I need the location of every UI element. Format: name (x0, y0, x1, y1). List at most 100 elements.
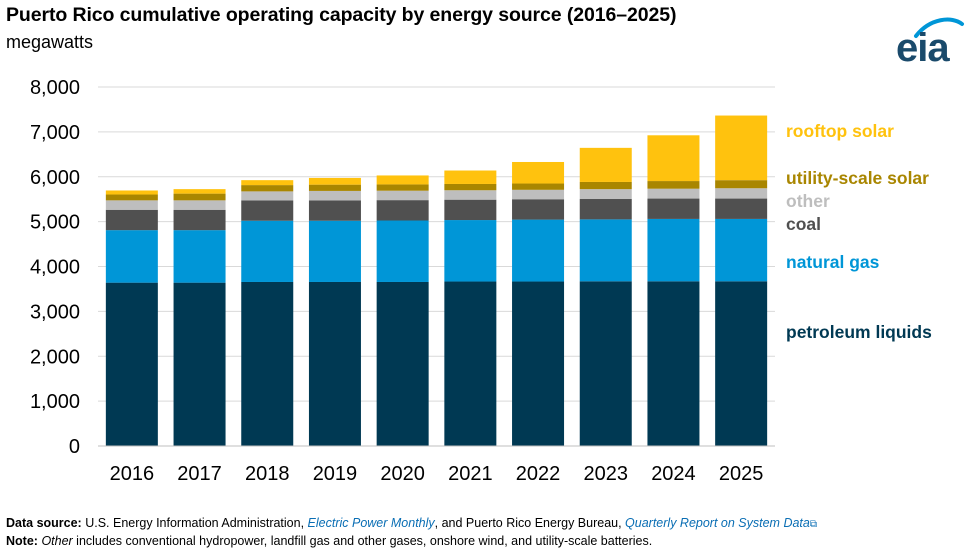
chart-title: Puerto Rico cumulative operating capacit… (6, 4, 677, 26)
logo-swoosh-icon (914, 17, 964, 38)
bar-segment-petroleum-liquids (173, 282, 226, 446)
eia-logo: eia (896, 14, 970, 70)
y-tick-label: 3,000 (30, 301, 80, 323)
x-tick-label: 2021 (448, 463, 493, 485)
bar-segment-petroleum-liquids (241, 281, 294, 446)
bar-segment-petroleum-liquids (444, 281, 497, 446)
note-text: includes conventional hydropower, landfi… (72, 534, 653, 548)
bar-segment-rooftop-solar (647, 135, 700, 182)
bar-segment-other (376, 190, 429, 201)
bar-segment-natural-gas (308, 220, 361, 282)
legend-label-coal: coal (786, 214, 821, 234)
bar-segment-natural-gas (579, 219, 632, 282)
y-tick-label: 5,000 (30, 212, 80, 234)
bar-segment-coal (715, 198, 768, 219)
bar-segment-petroleum-liquids (105, 282, 158, 446)
bar-segment-coal (376, 200, 429, 221)
bar-segment-petroleum-liquids (647, 281, 700, 446)
quarterly-report-link[interactable]: Quarterly Report on System Data (625, 516, 810, 530)
bar-segment-rooftop-solar (241, 180, 294, 186)
bar-segment-rooftop-solar (105, 190, 158, 195)
bar-segment-rooftop-solar (173, 189, 226, 194)
bar-segment-other (647, 188, 700, 199)
bar-segment-rooftop-solar (512, 161, 565, 184)
note-term: Other (41, 534, 73, 548)
bar-segment-other (173, 200, 226, 210)
external-link-icon[interactable]: ⧉ (809, 519, 817, 530)
bar-segment-coal (105, 209, 158, 231)
bar-segment-petroleum-liquids (376, 281, 429, 446)
bar-segment-coal (647, 198, 700, 219)
y-tick-label: 1,000 (30, 391, 80, 413)
bar-segment-utility-scale-solar (444, 183, 497, 191)
data-source-text: U.S. Energy Information Administration, (81, 516, 308, 530)
bar-segment-natural-gas (715, 218, 768, 282)
y-tick-label: 2,000 (30, 346, 80, 368)
bar-segment-rooftop-solar (308, 177, 361, 185)
bar-segment-utility-scale-solar (376, 184, 429, 191)
bar-segment-coal (579, 199, 632, 220)
bar-segment-rooftop-solar (715, 115, 768, 181)
legend-label-natural-gas: natural gas (786, 252, 880, 272)
x-tick-label: 2025 (719, 463, 764, 485)
bar-segment-natural-gas (105, 230, 158, 283)
bar-segment-petroleum-liquids (715, 281, 768, 446)
x-tick-label: 2023 (584, 463, 629, 485)
x-tick-label: 2016 (110, 463, 155, 485)
bar-segment-natural-gas (444, 220, 497, 282)
electric-power-monthly-link[interactable]: Electric Power Monthly (307, 516, 435, 530)
bar-segment-coal (444, 199, 497, 221)
source-notes: Data source: U.S. Energy Information Adm… (6, 515, 817, 550)
note-label: Note: (6, 534, 38, 548)
x-tick-label: 2017 (177, 463, 222, 485)
bar-segment-other (308, 190, 361, 201)
data-source-text-2: , and Puerto Rico Energy Bureau, (434, 516, 626, 530)
bar-segment-coal (512, 199, 565, 220)
bar-segment-utility-scale-solar (512, 183, 565, 190)
bar-segment-petroleum-liquids (579, 281, 632, 446)
bar-segment-utility-scale-solar (241, 185, 294, 192)
legend-label-rooftop-solar: rooftop solar (786, 121, 894, 141)
bar-segment-natural-gas (512, 219, 565, 282)
x-tick-label: 2018 (245, 463, 290, 485)
stacked-bar-chart: 0 1,000 2,000 3,000 4,000 5,000 6,000 7,000 8,00… (30, 77, 932, 485)
bar-segment-utility-scale-solar (647, 181, 700, 189)
bar-segment-other (105, 200, 158, 210)
bar-segment-utility-scale-solar (715, 180, 768, 189)
bar-segment-coal (241, 200, 294, 221)
bar-segment-petroleum-liquids (512, 281, 565, 446)
note-line: Note: Other includes conventional hydrop… (6, 533, 817, 550)
y-tick-label: 0 (69, 436, 80, 458)
bar-segment-other (579, 189, 632, 200)
bar-segment-rooftop-solar (376, 175, 429, 185)
bar-segment-petroleum-liquids (308, 281, 361, 446)
bar-segment-natural-gas (173, 230, 226, 283)
y-tick-label: 7,000 (30, 122, 80, 144)
y-tick-label: 4,000 (30, 257, 80, 279)
data-source-label: Data source: (6, 516, 82, 530)
logo-text: eia (896, 26, 950, 70)
y-tick-label: 8,000 (30, 77, 80, 99)
bar-segment-rooftop-solar (444, 170, 497, 184)
legend-label-other: other (786, 191, 830, 211)
bar-segment-rooftop-solar (579, 147, 632, 182)
bar-segment-natural-gas (376, 220, 429, 282)
bar-segment-utility-scale-solar (105, 194, 158, 201)
x-tick-label: 2024 (651, 463, 696, 485)
bar-segment-utility-scale-solar (308, 184, 361, 191)
bar-segment-other (512, 189, 565, 200)
legend-label-utility-scale-solar: utility-scale solar (786, 168, 929, 188)
bar-segment-other (444, 190, 497, 200)
bar-segment-coal (173, 209, 226, 231)
bar-segment-natural-gas (241, 220, 294, 282)
bar-segment-other (241, 191, 294, 201)
bar-segment-utility-scale-solar (173, 193, 226, 201)
data-source-line: Data source: U.S. Energy Information Adm… (6, 515, 817, 533)
bar-segment-utility-scale-solar (579, 181, 632, 190)
bar-segment-coal (308, 200, 361, 221)
y-tick-label: 6,000 (30, 167, 80, 189)
x-tick-label: 2022 (516, 463, 561, 485)
bar-segment-natural-gas (647, 218, 700, 282)
x-tick-label: 2020 (380, 463, 425, 485)
bar-segment-other (715, 188, 768, 199)
